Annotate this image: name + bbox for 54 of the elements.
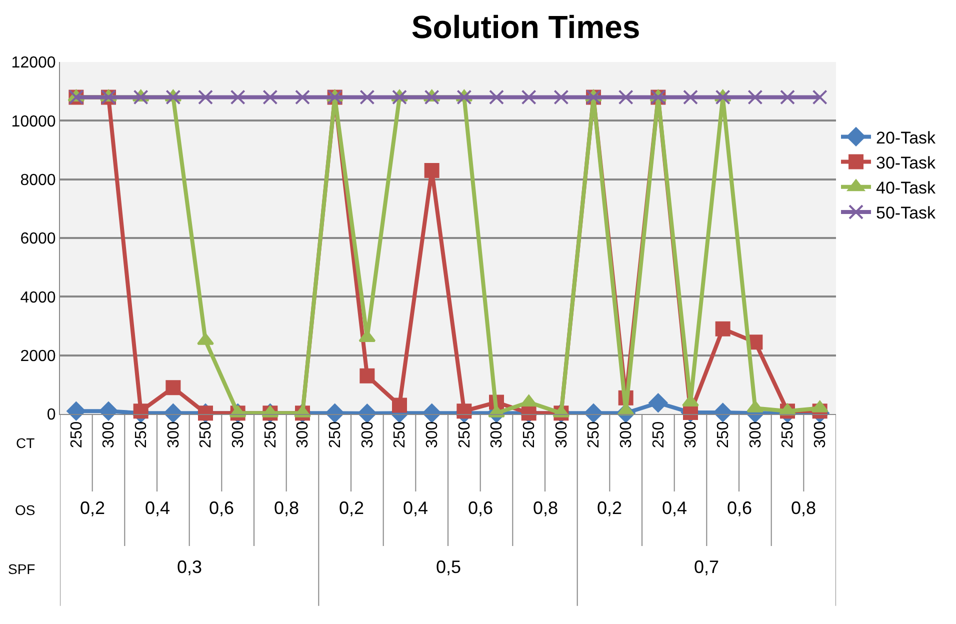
y-tick-label: 6000 — [20, 230, 56, 248]
text: 0,2 — [339, 498, 364, 518]
x-tick-label: 250 — [456, 421, 474, 448]
y-tick-label: 2000 — [20, 348, 56, 365]
text: OS — [15, 502, 36, 518]
text: 0,8 — [791, 498, 816, 518]
x-tick-label: 250 — [715, 421, 732, 448]
x-tick-label: 250 — [650, 421, 668, 448]
x-tick-label: 300 — [230, 421, 248, 448]
x-tick-label: 250 — [521, 421, 538, 448]
x-tick-label: 250 — [133, 421, 150, 448]
text: 0,2 — [80, 498, 106, 518]
x-tick-label: 250 — [327, 421, 344, 448]
text: 0,6 — [727, 498, 752, 518]
y-tick-label: 0 — [46, 406, 56, 424]
x-tick-label: 300 — [488, 421, 506, 448]
legend-label: 20-Task — [876, 128, 936, 148]
chart-title: Solution Times — [411, 9, 640, 45]
text: SPF — [8, 561, 36, 577]
x-tick-label: 300 — [747, 421, 764, 448]
y-tick-label: 4000 — [20, 289, 56, 306]
x-tick-label: 300 — [682, 421, 700, 448]
text: 0,5 — [436, 557, 462, 577]
text: CT — [16, 435, 36, 451]
text: 0,3 — [177, 557, 202, 577]
text: 0,4 — [662, 498, 688, 518]
text: 0,4 — [403, 498, 428, 518]
text: 0,8 — [274, 498, 300, 518]
x-tick-label: 300 — [618, 421, 636, 448]
legend-label: 30-Task — [876, 153, 936, 172]
text: 0,8 — [533, 498, 558, 518]
y-tick-label: 12000 — [11, 54, 56, 72]
legend-label: 40-Task — [876, 178, 936, 198]
x-tick-label: 300 — [424, 421, 442, 448]
text: 0,4 — [145, 498, 170, 518]
x-tick-label: 250 — [198, 421, 215, 448]
x-tick-label: 300 — [165, 421, 182, 448]
x-tick-label: 300 — [100, 421, 118, 448]
x-tick-label: 300 — [294, 421, 312, 448]
x-tick-label: 300 — [553, 421, 570, 448]
x-tick-label: 250 — [586, 421, 603, 448]
legend-label: 50-Task — [876, 204, 936, 223]
x-tick-label: 250 — [262, 421, 280, 448]
x-tick-label: 250 — [68, 421, 86, 448]
y-tick-label: 8000 — [20, 172, 56, 189]
x-tick-label: 300 — [359, 421, 376, 448]
text: 0,6 — [468, 498, 494, 518]
text: 0,7 — [694, 557, 720, 577]
x-tick-label: 300 — [812, 421, 830, 448]
y-tick-label: 10000 — [11, 113, 56, 130]
x-tick-label: 250 — [780, 421, 797, 448]
x-tick-label: 250 — [392, 421, 409, 448]
text: 0,2 — [597, 498, 622, 518]
text: 0,6 — [209, 498, 234, 518]
